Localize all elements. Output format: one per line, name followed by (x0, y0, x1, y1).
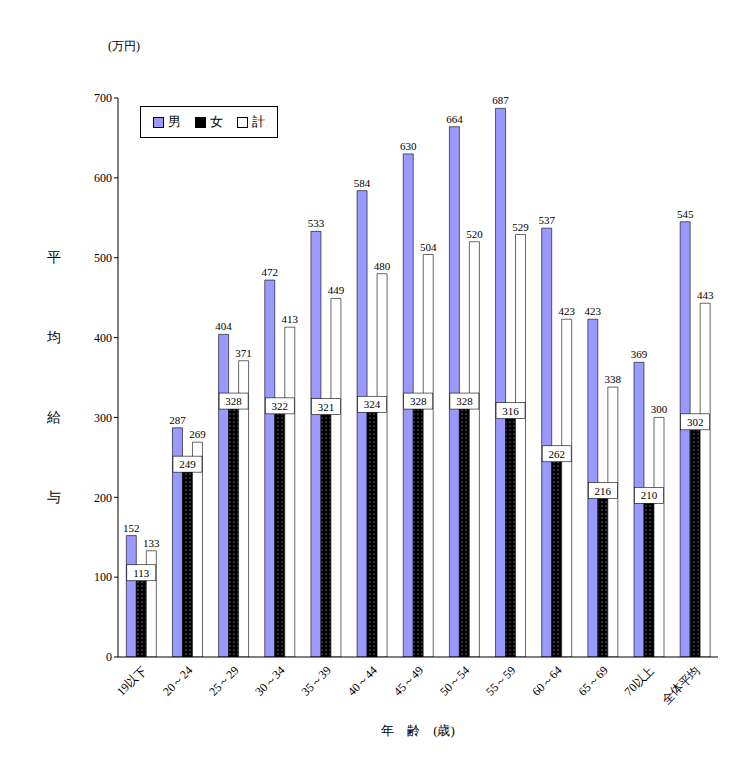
html-text:男: 男 (168, 114, 181, 129)
svg-text:35～39: 35～39 (298, 663, 333, 698)
svg-text:472: 472 (262, 266, 279, 278)
html-text:計: 計 (252, 114, 265, 129)
svg-text:316: 316 (502, 405, 519, 417)
svg-text:687: 687 (492, 94, 509, 106)
html-text:年 齢 (歳): 年 齢 (歳) (381, 723, 455, 738)
svg-text:533: 533 (308, 217, 325, 229)
svg-text:369: 369 (631, 348, 648, 360)
svg-text:443: 443 (697, 289, 714, 301)
svg-text:321: 321 (318, 401, 335, 413)
svg-text:449: 449 (328, 284, 345, 296)
svg-text:404: 404 (215, 320, 232, 332)
svg-text:600: 600 (94, 171, 112, 185)
svg-text:60～64: 60～64 (529, 663, 564, 698)
svg-text:0: 0 (106, 650, 112, 664)
svg-text:400: 400 (94, 331, 112, 345)
svg-text:328: 328 (225, 395, 242, 407)
svg-text:630: 630 (400, 140, 417, 152)
svg-text:423: 423 (558, 305, 575, 317)
svg-text:584: 584 (354, 177, 371, 189)
svg-text:300: 300 (94, 411, 112, 425)
svg-text:537: 537 (538, 214, 555, 226)
svg-text:302: 302 (687, 416, 704, 428)
html-text:平: 平 (47, 250, 61, 265)
html-text:(万円): (万円) (108, 39, 140, 53)
svg-text:480: 480 (374, 260, 391, 272)
svg-text:520: 520 (466, 228, 483, 240)
svg-text:529: 529 (512, 221, 529, 233)
svg-text:664: 664 (446, 113, 463, 125)
svg-text:113: 113 (133, 567, 150, 579)
svg-text:269: 269 (189, 428, 206, 440)
svg-text:25～29: 25～29 (206, 663, 241, 698)
svg-text:50～54: 50～54 (437, 663, 472, 698)
svg-text:500: 500 (94, 251, 112, 265)
svg-text:700: 700 (94, 91, 112, 105)
svg-text:324: 324 (364, 398, 381, 410)
svg-text:328: 328 (456, 395, 473, 407)
svg-text:249: 249 (179, 458, 196, 470)
svg-text:152: 152 (123, 522, 140, 534)
svg-text:287: 287 (169, 414, 186, 426)
html-text:与: 与 (47, 490, 61, 505)
html-text:女: 女 (210, 114, 223, 129)
svg-text:19以下: 19以下 (114, 663, 149, 698)
svg-text:322: 322 (272, 400, 289, 412)
svg-text:200: 200 (94, 491, 112, 505)
html-text:均: 均 (47, 330, 61, 345)
svg-text:338: 338 (605, 373, 622, 385)
svg-text:300: 300 (651, 403, 668, 415)
svg-text:全体平均: 全体平均 (659, 663, 703, 707)
svg-text:545: 545 (677, 208, 694, 220)
svg-text:70以上: 70以上 (622, 663, 657, 698)
svg-text:55～59: 55～59 (483, 663, 518, 698)
svg-text:423: 423 (585, 305, 602, 317)
svg-text:133: 133 (143, 537, 160, 549)
svg-text:210: 210 (641, 489, 658, 501)
svg-text:262: 262 (548, 448, 565, 460)
svg-text:504: 504 (420, 241, 437, 253)
svg-text:20～24: 20～24 (160, 663, 195, 698)
svg-text:328: 328 (410, 395, 427, 407)
svg-text:413: 413 (282, 313, 299, 325)
svg-text:100: 100 (94, 570, 112, 584)
svg-text:216: 216 (595, 485, 612, 497)
svg-text:65～69: 65～69 (575, 663, 610, 698)
svg-text:45～49: 45～49 (391, 663, 426, 698)
svg-text:371: 371 (235, 347, 252, 359)
svg-text:30～34: 30～34 (252, 663, 287, 698)
html-text:給: 給 (47, 410, 61, 425)
svg-text:40～44: 40～44 (345, 663, 380, 698)
